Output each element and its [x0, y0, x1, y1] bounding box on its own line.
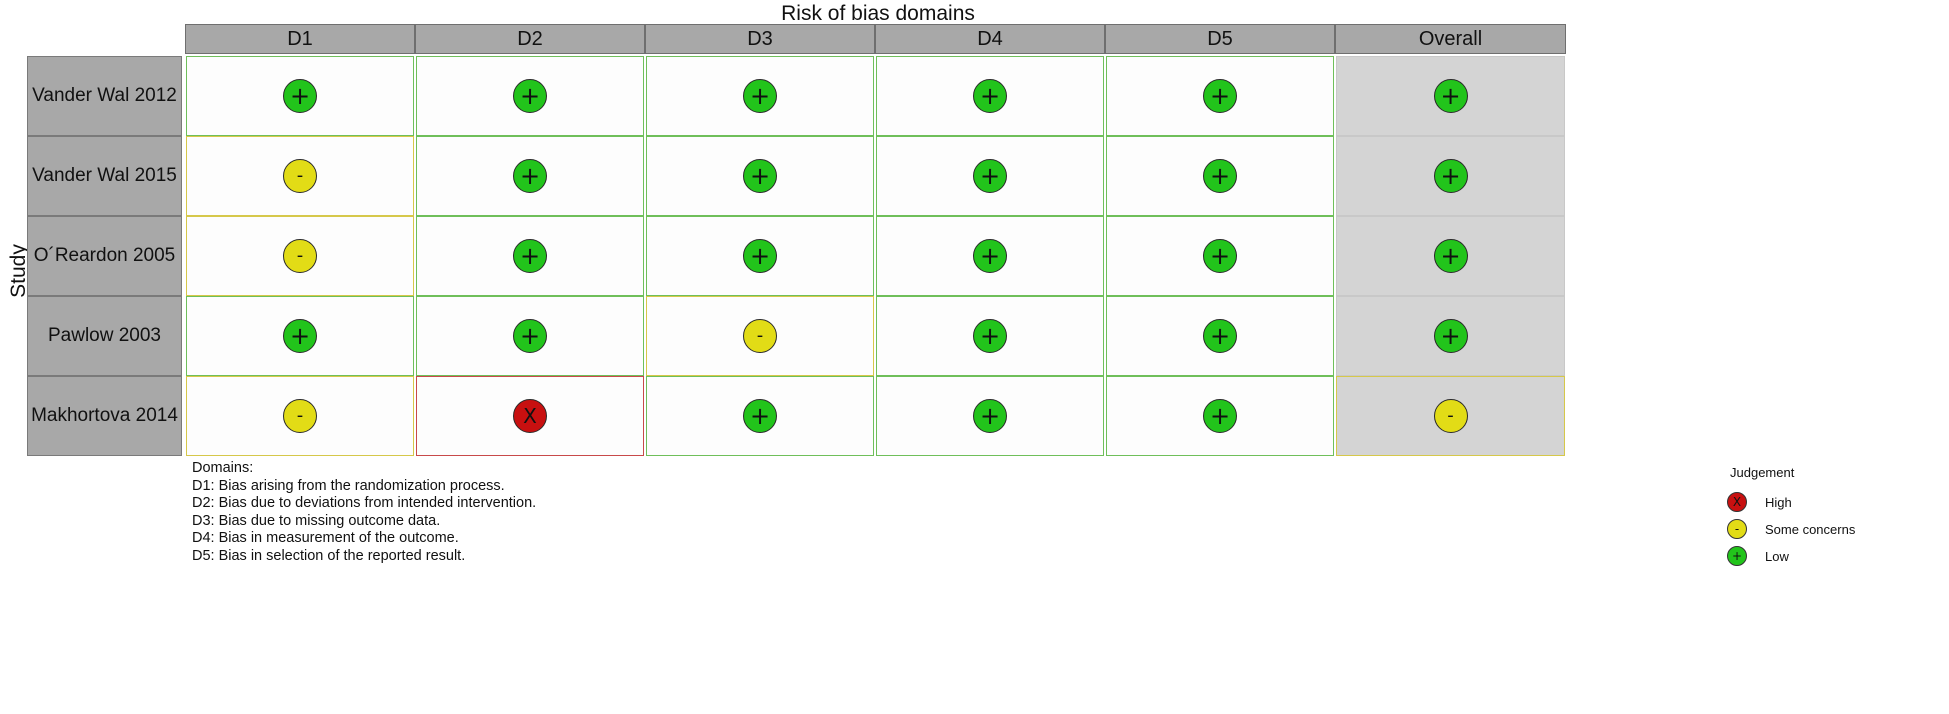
judgement-cell: + — [1106, 56, 1334, 136]
domain-line-d2: D2: Bias due to deviations from intended… — [192, 495, 537, 511]
low-risk-icon: + — [973, 239, 1007, 273]
judgement-cell: - — [186, 376, 414, 456]
judgement-cell: + — [186, 56, 414, 136]
judgement-cell: - — [186, 136, 414, 216]
judgement-cell: + — [416, 216, 644, 296]
some-concerns-icon: - — [1727, 519, 1747, 539]
some-concerns-icon: - — [283, 399, 317, 433]
judgement-cell: + — [1336, 56, 1565, 136]
some-concerns-icon: - — [743, 319, 777, 353]
low-risk-icon: + — [1203, 159, 1237, 193]
legend-item-high: X High — [1727, 492, 1792, 512]
study-label: Pawlow 2003 — [27, 296, 182, 376]
legend-label-high: High — [1765, 494, 1792, 510]
low-risk-icon: + — [1203, 399, 1237, 433]
study-label: Vander Wal 2015 — [27, 136, 182, 216]
low-risk-icon: + — [1203, 319, 1237, 353]
column-header-d5: D5 — [1105, 24, 1335, 54]
low-risk-icon: + — [973, 159, 1007, 193]
low-risk-icon: + — [283, 79, 317, 113]
judgement-cell: + — [646, 56, 874, 136]
some-concerns-icon: - — [283, 159, 317, 193]
study-label: Vander Wal 2012 — [27, 56, 182, 136]
some-concerns-icon: - — [1433, 399, 1468, 433]
low-risk-icon: + — [513, 159, 547, 193]
low-risk-icon: + — [1203, 79, 1237, 113]
low-risk-icon: + — [1727, 546, 1747, 566]
judgement-cell: + — [1336, 216, 1565, 296]
column-header-d3: D3 — [645, 24, 875, 54]
high-risk-icon: X — [1727, 492, 1747, 512]
domains-heading: Domains: — [192, 460, 254, 476]
judgement-cell: + — [646, 136, 874, 216]
domain-line-d1: D1: Bias arising from the randomization … — [192, 477, 505, 494]
low-risk-icon: + — [1433, 79, 1468, 113]
legend-label-some: Some concerns — [1765, 521, 1856, 537]
column-header-d4: D4 — [875, 24, 1105, 54]
judgement-cell: + — [416, 56, 644, 136]
some-concerns-icon: - — [283, 239, 317, 273]
domain-line-d3: D3: Bias due to missing outcome data. — [192, 512, 441, 529]
legend-label-low: Low — [1765, 548, 1789, 564]
low-risk-icon: + — [973, 79, 1007, 113]
judgement-cell: + — [876, 56, 1104, 136]
low-risk-icon: + — [1203, 239, 1237, 273]
low-risk-icon: + — [743, 239, 777, 273]
judgement-cell: + — [1336, 136, 1565, 216]
domain-line-d5: D5: Bias in selection of the reported re… — [192, 547, 466, 564]
judgement-cell: + — [416, 296, 644, 376]
judgement-cell: + — [186, 296, 414, 376]
low-risk-icon: + — [513, 319, 547, 353]
study-label: Makhortova 2014 — [27, 376, 182, 456]
judgement-cell: + — [876, 296, 1104, 376]
judgement-cell: + — [1106, 376, 1334, 456]
judgement-cell: + — [876, 376, 1104, 456]
high-risk-icon: X — [513, 399, 547, 433]
column-header-d2: D2 — [415, 24, 645, 54]
judgement-cell: + — [876, 136, 1104, 216]
judgement-cell: + — [1336, 296, 1565, 376]
legend-title: Judgement — [1730, 465, 1795, 480]
legend-item-low: + Low — [1727, 546, 1789, 566]
judgement-cell: + — [876, 216, 1104, 296]
low-risk-icon: + — [973, 319, 1007, 353]
domain-line-d4: D4: Bias in measurement of the outcome. — [192, 530, 459, 546]
legend-item-some: - Some concerns — [1727, 519, 1855, 539]
judgement-cell: + — [646, 216, 874, 296]
judgement-cell: + — [1106, 216, 1334, 296]
judgement-cell: + — [1106, 296, 1334, 376]
judgement-cell: - — [1336, 376, 1565, 456]
low-risk-icon: + — [743, 159, 777, 193]
low-risk-icon: + — [1433, 159, 1468, 193]
domains-key: Domains: D1: Bias arising from the rando… — [192, 460, 536, 565]
column-header-overall: Overall — [1335, 24, 1566, 54]
low-risk-icon: + — [1433, 239, 1468, 273]
judgement-cell: + — [1106, 136, 1334, 216]
low-risk-icon: + — [513, 239, 547, 273]
low-risk-icon: + — [1433, 319, 1468, 353]
judgement-cell: + — [416, 136, 644, 216]
low-risk-icon: + — [743, 399, 777, 433]
low-risk-icon: + — [743, 79, 777, 113]
study-label: O´Reardon 2005 — [27, 216, 182, 296]
judgement-cell: + — [646, 376, 874, 456]
low-risk-icon: + — [973, 399, 1007, 433]
judgement-cell: - — [186, 216, 414, 296]
low-risk-icon: + — [283, 319, 317, 353]
low-risk-icon: + — [513, 79, 547, 113]
judgement-cell: - — [646, 296, 874, 376]
column-header-d1: D1 — [185, 24, 415, 54]
chart-title: Risk of bias domains — [781, 2, 975, 25]
judgement-cell: X — [416, 376, 644, 456]
